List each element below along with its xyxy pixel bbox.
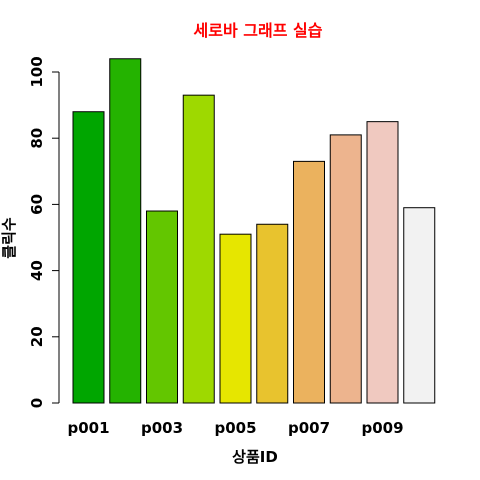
x-tick-label: p003 <box>141 419 183 437</box>
x-tick-label: p001 <box>67 419 109 437</box>
y-tick-label: 40 <box>28 260 46 281</box>
bar-p010 <box>404 208 435 403</box>
bar-p008 <box>330 135 361 403</box>
bar-p004 <box>183 95 214 403</box>
y-axis: 0 20 40 60 80 100 <box>28 56 59 408</box>
y-axis-label: 클릭수 <box>0 217 18 259</box>
y-tick-label: 100 <box>28 56 46 87</box>
bar-p007 <box>294 161 325 403</box>
x-tick-label: p007 <box>288 419 330 437</box>
bar-p005 <box>220 234 251 403</box>
bar-p006 <box>257 224 288 403</box>
chart-title: 세로바 그래프 실습 <box>194 21 323 40</box>
x-tick-label: p009 <box>361 419 403 437</box>
bar-p002 <box>110 59 141 403</box>
x-axis: p001 p003 p005 p007 p009 <box>67 419 403 437</box>
x-axis-label: 상품ID <box>232 448 278 466</box>
x-tick-label: p005 <box>214 419 256 437</box>
bar-p009 <box>367 122 398 403</box>
y-tick-label: 60 <box>28 194 46 215</box>
bar-series <box>73 59 435 403</box>
bar-p003 <box>147 211 178 403</box>
bar-p001 <box>73 112 104 403</box>
y-tick-label: 80 <box>28 128 46 149</box>
y-tick-label: 20 <box>28 326 46 347</box>
y-tick-label: 0 <box>28 398 46 408</box>
